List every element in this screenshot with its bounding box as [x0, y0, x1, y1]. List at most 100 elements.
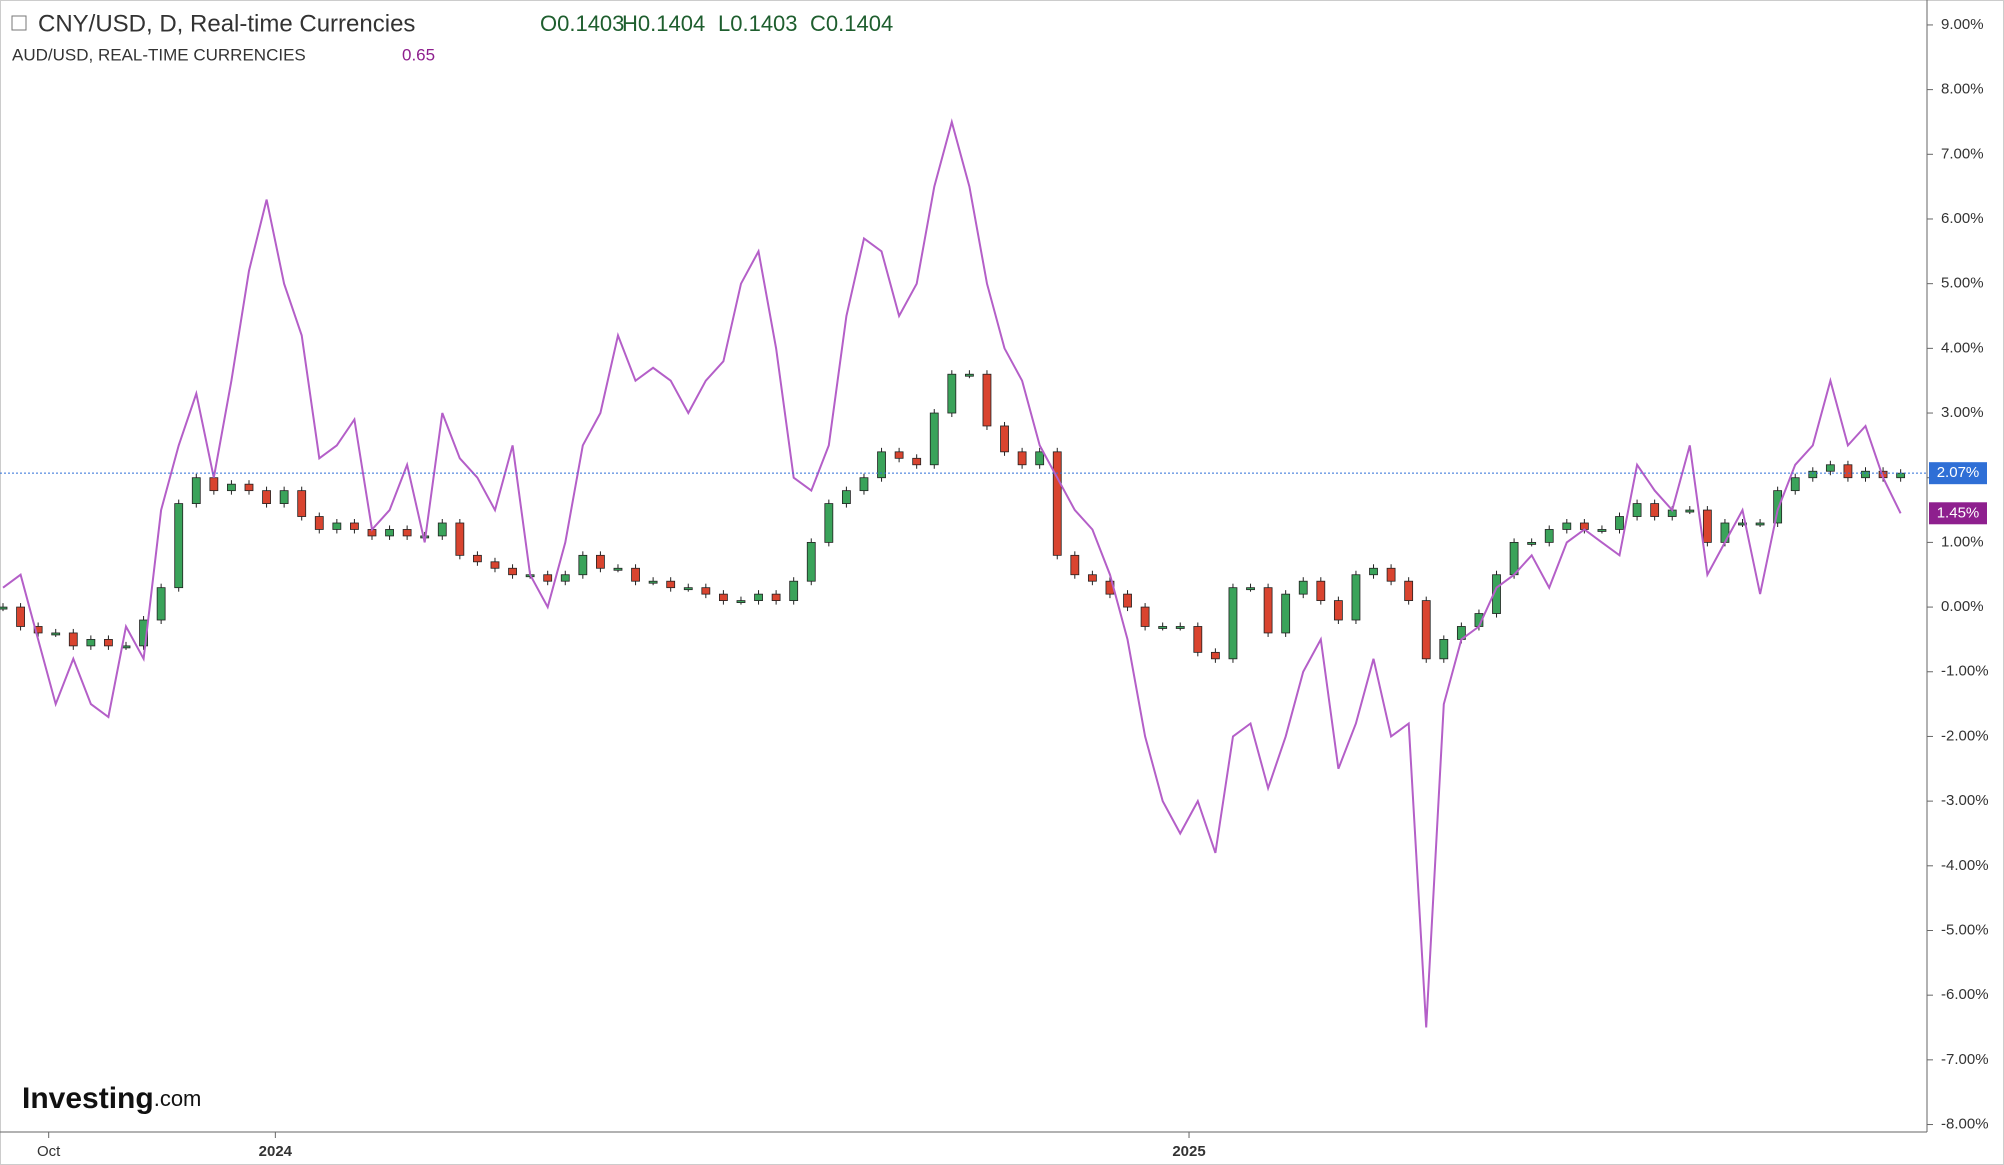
candle-body — [894, 451, 904, 459]
candle-body — [1246, 587, 1255, 591]
y-tick-label: 9.00% — [1941, 16, 1984, 33]
candle-body — [964, 373, 974, 377]
candle-body — [191, 477, 201, 504]
candle-body — [824, 503, 834, 543]
candle-body — [560, 574, 570, 582]
candle-body — [877, 451, 886, 479]
ohlc-open: O0.1403 — [540, 11, 624, 36]
candle-body — [771, 593, 781, 602]
ohlc-close: C0.1404 — [810, 11, 893, 36]
candle-body — [806, 541, 816, 582]
logo-brand: Investing — [22, 1082, 154, 1115]
candle-body — [1597, 529, 1607, 532]
candle-body — [1861, 470, 1870, 479]
candle-body — [1316, 580, 1326, 602]
candle-body — [719, 593, 728, 602]
candle-body — [68, 632, 78, 647]
candle-body — [0, 606, 8, 610]
ohlc-high: H0.1404 — [622, 11, 705, 36]
candle-body — [1175, 626, 1185, 629]
y-tick-label: 7.00% — [1941, 145, 1984, 162]
candle-body — [1720, 522, 1730, 543]
ohlc-low: L0.1403 — [718, 11, 798, 36]
candle-body — [385, 529, 394, 537]
compare-value: 0.65 — [402, 45, 435, 64]
candle-body — [701, 587, 711, 595]
candle-body — [1281, 593, 1291, 634]
candle-body — [455, 522, 465, 556]
price-badge — [1929, 462, 1987, 485]
candle-body — [16, 606, 25, 627]
y-tick-label: -2.00% — [1941, 727, 1989, 744]
y-tick-label: 3.00% — [1941, 404, 1984, 421]
candle-body — [683, 587, 693, 591]
candle-body — [1210, 651, 1220, 660]
x-tick-label: Oct — [37, 1143, 61, 1160]
y-tick-label: -6.00% — [1941, 986, 1989, 1003]
y-tick-label: -4.00% — [1941, 857, 1989, 874]
candle-body — [578, 554, 588, 576]
y-tick-label: 5.00% — [1941, 275, 1984, 292]
candle-body — [596, 554, 605, 569]
candle-body — [1369, 567, 1378, 576]
candle-body — [1228, 587, 1238, 660]
candle-body — [1790, 477, 1800, 492]
y-tick-label: -8.00% — [1941, 1116, 1989, 1133]
candle-body — [789, 580, 799, 602]
candle-body — [912, 457, 922, 466]
collapse-icon[interactable] — [11, 15, 27, 31]
candle-body — [262, 490, 271, 504]
candle-body — [613, 567, 623, 571]
candle-body — [402, 529, 412, 537]
candle-body — [1421, 600, 1431, 660]
candle-body — [929, 412, 939, 466]
candle-body — [1035, 451, 1045, 466]
candle-body — [1825, 464, 1835, 472]
y-tick-label: -5.00% — [1941, 921, 1989, 938]
candle-body — [174, 503, 184, 589]
line-series — [2, 118, 1902, 1028]
candle-body — [631, 567, 640, 582]
candle-body — [1738, 522, 1747, 526]
candle-body — [1650, 503, 1660, 517]
candle-body — [754, 593, 763, 602]
candle-body — [1843, 464, 1853, 479]
candle-body — [437, 522, 447, 537]
candle-body — [1123, 593, 1132, 608]
candle-body — [1685, 509, 1695, 513]
y-tick-label: -1.00% — [1941, 663, 1989, 680]
y-tick-label: -3.00% — [1941, 792, 1989, 809]
candle-body — [332, 522, 342, 530]
candle-body — [947, 373, 957, 414]
y-tick-label: 0.00% — [1941, 598, 1984, 615]
candle-body — [1017, 451, 1027, 466]
symbol-title: CNY/USD, D, Real-time Currencies — [38, 10, 415, 37]
candle-body — [982, 373, 992, 427]
candle-body — [1070, 554, 1080, 576]
candle-body — [1351, 574, 1361, 621]
candle-body — [1404, 580, 1414, 602]
logo: Investing.com — [22, 1082, 201, 1115]
candle-body — [1755, 522, 1765, 526]
candle-body — [543, 574, 553, 582]
candle-body — [1439, 639, 1449, 660]
candle-body — [1087, 574, 1097, 582]
candle-body — [1702, 509, 1712, 543]
x-tick-label: 2025 — [1172, 1143, 1205, 1160]
candle-body — [648, 580, 658, 584]
candle-body — [104, 639, 113, 647]
y-tick-label: 4.00% — [1941, 339, 1984, 356]
candle-body — [51, 632, 61, 636]
candle-body — [86, 639, 96, 647]
candle-body — [1263, 587, 1273, 634]
candle-body — [121, 645, 131, 649]
y-tick-label: 6.00% — [1941, 210, 1984, 227]
candle-body — [227, 483, 236, 492]
candle-body — [1298, 580, 1308, 595]
y-tick-label: 1.00% — [1941, 533, 1984, 550]
candle-body — [859, 477, 869, 492]
candle-body — [1808, 470, 1818, 479]
y-tick-label: 8.00% — [1941, 81, 1984, 98]
